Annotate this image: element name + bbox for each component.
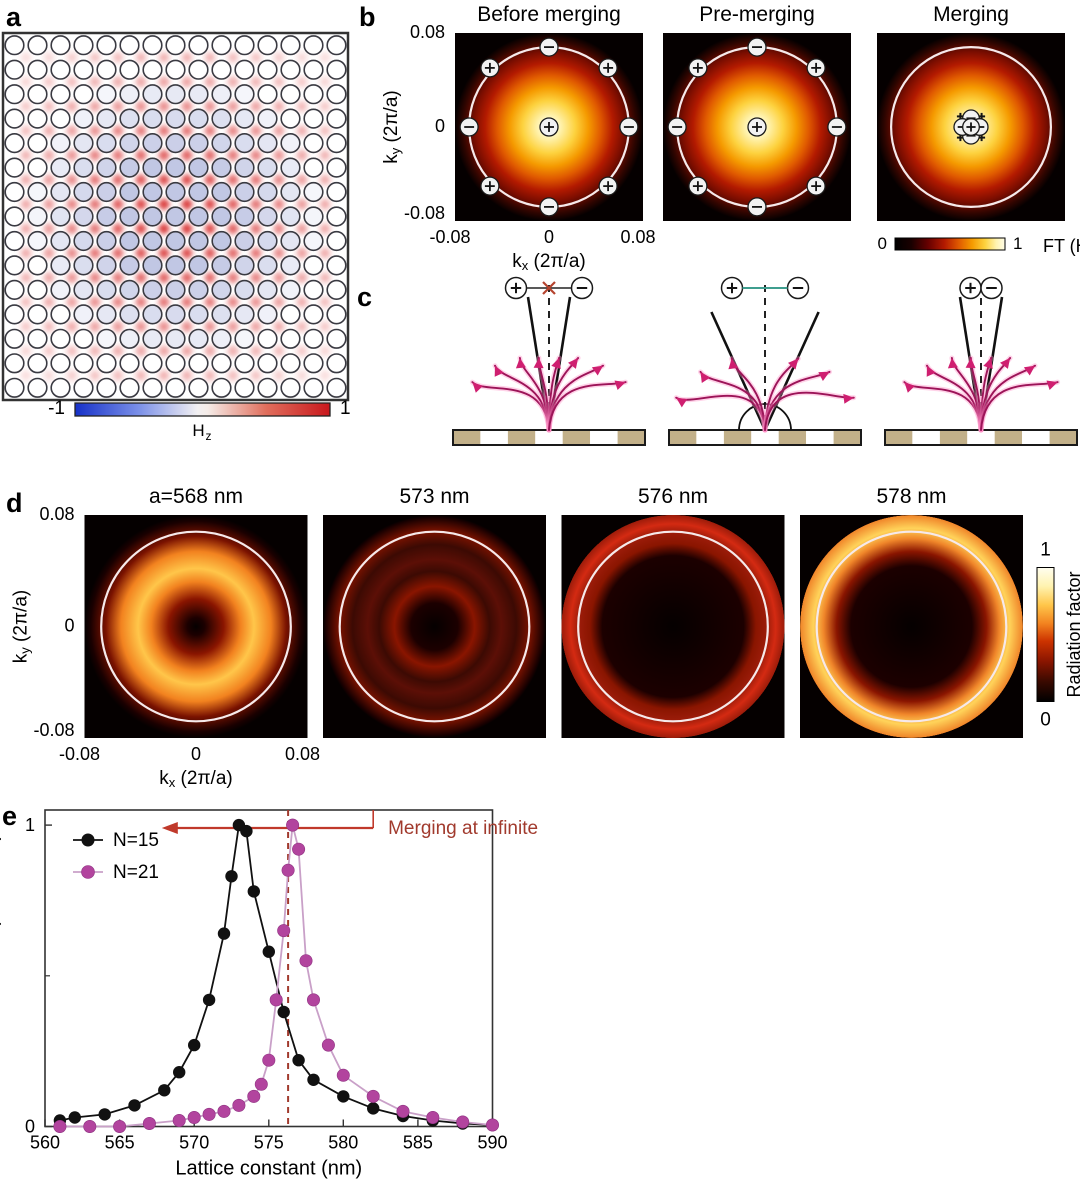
svg-text:0: 0 xyxy=(191,744,201,764)
svg-text:570: 570 xyxy=(179,1133,209,1153)
svg-text:1 / Radiation factor (arb. uni: 1 / Radiation factor (arb. units) xyxy=(0,834,2,1103)
svg-text:0.08: 0.08 xyxy=(410,22,445,42)
svg-text:c: c xyxy=(357,282,372,312)
svg-text:-0.08: -0.08 xyxy=(33,720,74,740)
svg-text:d: d xyxy=(6,488,23,518)
svg-text:1: 1 xyxy=(1040,540,1051,561)
svg-text:580: 580 xyxy=(328,1133,358,1153)
svg-text:573 nm: 573 nm xyxy=(399,485,469,508)
svg-text:0: 0 xyxy=(435,116,445,136)
svg-text:0: 0 xyxy=(25,1117,35,1137)
svg-text:0: 0 xyxy=(64,616,74,636)
svg-text:-0.08: -0.08 xyxy=(429,227,470,247)
svg-text:585: 585 xyxy=(403,1133,433,1153)
svg-text:1: 1 xyxy=(340,398,351,419)
svg-text:Pre-merging: Pre-merging xyxy=(699,3,815,26)
svg-text:0: 0 xyxy=(1040,710,1051,731)
svg-text:575: 575 xyxy=(254,1133,284,1153)
svg-text:Lattice constant (nm): Lattice constant (nm) xyxy=(175,1158,362,1180)
svg-text:N=15: N=15 xyxy=(113,830,159,851)
svg-text:590: 590 xyxy=(477,1133,507,1153)
svg-text:0: 0 xyxy=(544,227,554,247)
svg-text:0.08: 0.08 xyxy=(285,744,320,764)
svg-text:N=21: N=21 xyxy=(113,862,159,883)
svg-text:a: a xyxy=(6,2,22,32)
svg-text:1: 1 xyxy=(1013,234,1022,253)
svg-text:0: 0 xyxy=(878,234,887,253)
svg-text:565: 565 xyxy=(105,1133,135,1153)
svg-text:z: z xyxy=(206,429,212,443)
svg-text:-1: -1 xyxy=(48,398,65,419)
svg-text:1: 1 xyxy=(25,815,35,835)
svg-text:0.08: 0.08 xyxy=(620,227,655,247)
svg-text:a=568 nm: a=568 nm xyxy=(149,485,243,508)
svg-text:0.08: 0.08 xyxy=(39,504,74,524)
svg-text:-0.08: -0.08 xyxy=(404,203,445,223)
svg-text:H: H xyxy=(192,421,204,440)
svg-text:Merging at infinite: Merging at infinite xyxy=(388,818,538,839)
svg-text:-0.08: -0.08 xyxy=(59,744,100,764)
svg-text:Merging: Merging xyxy=(933,3,1009,26)
svg-text:578 nm: 578 nm xyxy=(876,485,946,508)
svg-text:Before merging: Before merging xyxy=(477,3,621,26)
svg-text:Radiation factor: Radiation factor xyxy=(1064,571,1080,697)
svg-text:576 nm: 576 nm xyxy=(638,485,708,508)
svg-text:b: b xyxy=(359,2,376,32)
svg-text:e: e xyxy=(2,801,17,831)
svg-text:FT (Hz): FT (Hz) xyxy=(1043,236,1080,258)
